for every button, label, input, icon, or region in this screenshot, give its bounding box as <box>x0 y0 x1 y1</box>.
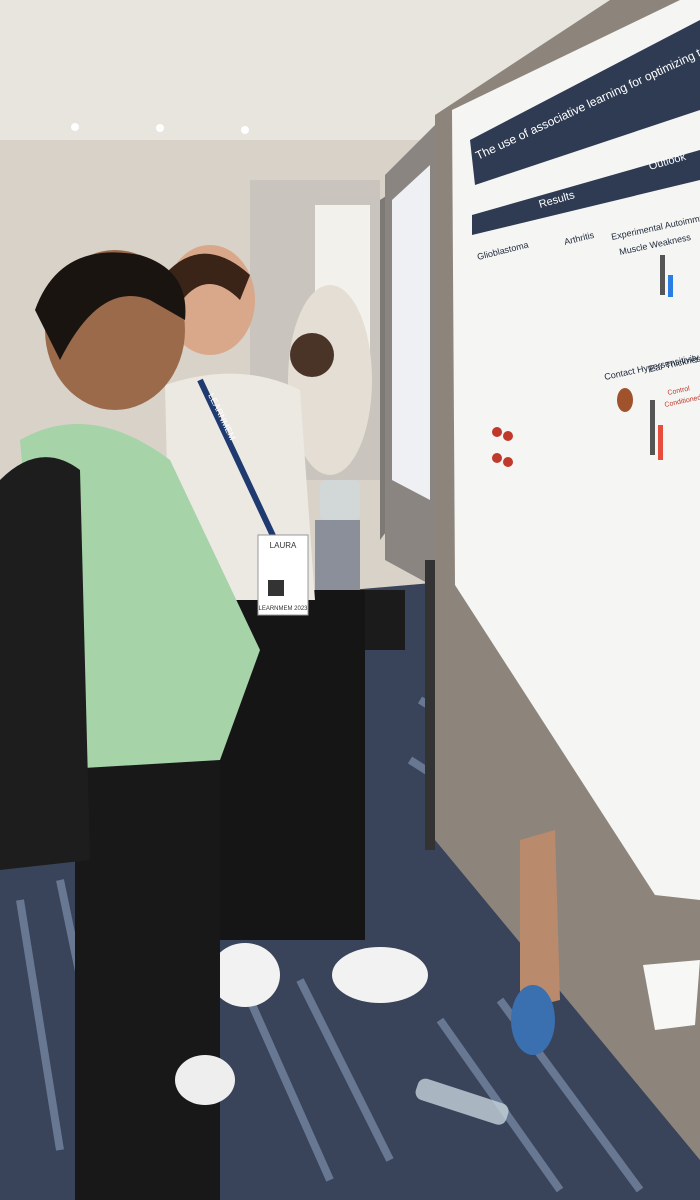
shoe <box>210 943 280 1007</box>
badge-event: LEARNMEM 2023 <box>258 606 308 612</box>
badge-name: LAURA <box>270 541 297 550</box>
poster <box>452 0 700 900</box>
poster-header <box>470 20 700 185</box>
badge-qr <box>268 580 284 596</box>
poster-figures <box>492 255 673 467</box>
shoe <box>175 1055 235 1105</box>
bottle <box>415 1078 509 1125</box>
leg-bg <box>520 830 560 1010</box>
ceiling-light <box>71 123 79 131</box>
man-hair <box>35 252 186 360</box>
lanyard <box>197 378 278 542</box>
person-bg-head <box>290 333 334 377</box>
person-bg <box>288 285 372 475</box>
badge <box>257 534 309 616</box>
board-leg <box>425 560 435 850</box>
poster-far <box>392 165 430 500</box>
shoe-bg <box>511 985 555 1055</box>
section-bar <box>472 150 700 235</box>
glass <box>320 480 360 520</box>
backpack <box>0 457 90 870</box>
woman-hair <box>160 253 250 320</box>
man-pants <box>75 760 220 1200</box>
ceiling-light <box>241 126 249 134</box>
shoe <box>332 947 428 1003</box>
label: Control <box>667 385 691 397</box>
ceiling-light <box>156 124 164 132</box>
cup <box>643 960 700 1030</box>
